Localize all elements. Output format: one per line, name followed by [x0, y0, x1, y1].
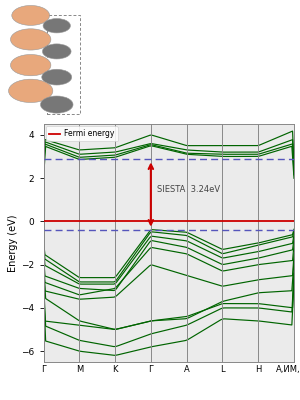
Circle shape [8, 79, 53, 102]
Text: SIESTA  3.24eV: SIESTA 3.24eV [157, 185, 220, 194]
Legend: Fermi energy: Fermi energy [46, 126, 118, 142]
Circle shape [11, 54, 51, 76]
Circle shape [12, 6, 50, 25]
Circle shape [40, 96, 73, 113]
Y-axis label: Energy (eV): Energy (eV) [8, 214, 18, 272]
Circle shape [43, 18, 70, 33]
Circle shape [42, 44, 71, 59]
Bar [47, 16, 80, 114]
Circle shape [42, 69, 72, 85]
Circle shape [11, 29, 51, 50]
